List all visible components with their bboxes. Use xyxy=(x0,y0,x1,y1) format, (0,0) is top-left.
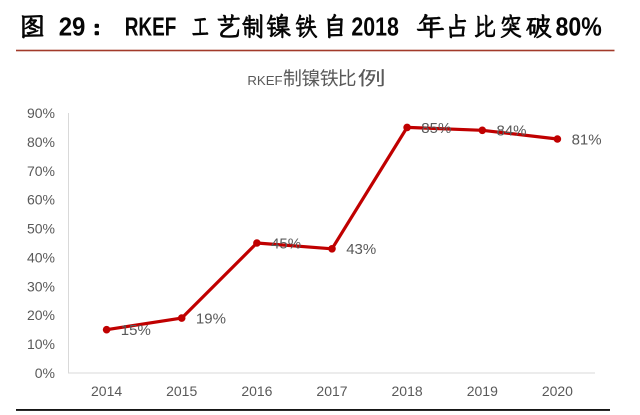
svg-text:2019: 2019 xyxy=(467,383,498,399)
svg-text:RKEF: RKEF xyxy=(125,12,177,42)
svg-text:81%: 81% xyxy=(572,131,602,148)
svg-text:80%: 80% xyxy=(556,12,602,42)
svg-text:40%: 40% xyxy=(27,249,55,265)
svg-text:29: 29 xyxy=(59,12,86,42)
svg-text:RKEF: RKEF xyxy=(247,73,282,88)
svg-text:2018: 2018 xyxy=(392,383,423,399)
svg-text:84%: 84% xyxy=(497,123,527,140)
svg-text:2020: 2020 xyxy=(542,383,573,399)
svg-text:60%: 60% xyxy=(27,192,55,208)
svg-text:2018: 2018 xyxy=(351,12,399,42)
svg-text:2015: 2015 xyxy=(166,383,197,399)
svg-text:10%: 10% xyxy=(27,336,55,352)
svg-text:50%: 50% xyxy=(27,221,55,237)
svg-text:19%: 19% xyxy=(196,311,226,328)
svg-text:20%: 20% xyxy=(27,307,55,323)
svg-text:2014: 2014 xyxy=(91,383,122,399)
svg-text:15%: 15% xyxy=(121,322,151,339)
svg-text:0%: 0% xyxy=(35,365,55,381)
svg-text:2017: 2017 xyxy=(316,383,347,399)
svg-text:80%: 80% xyxy=(27,134,55,150)
svg-text:45%: 45% xyxy=(271,235,301,252)
svg-text:90%: 90% xyxy=(27,105,55,121)
svg-text:2016: 2016 xyxy=(241,383,272,399)
svg-text:85%: 85% xyxy=(421,120,451,137)
svg-text:43%: 43% xyxy=(346,241,376,258)
svg-text:30%: 30% xyxy=(27,278,55,294)
svg-text:70%: 70% xyxy=(27,163,55,179)
